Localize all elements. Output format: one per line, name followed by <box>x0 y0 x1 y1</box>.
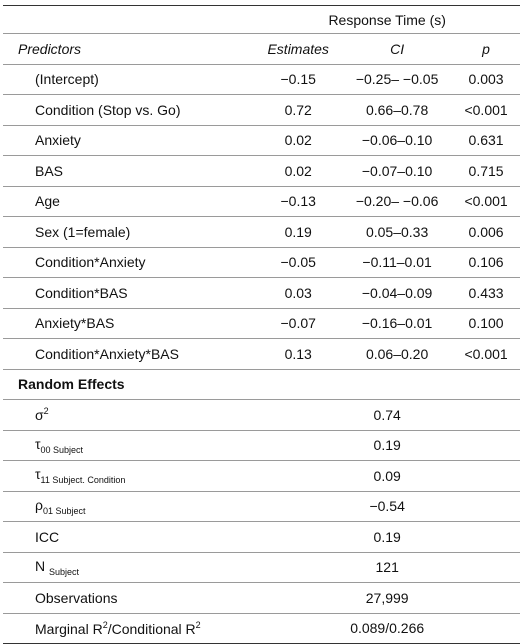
icc-value: 0.19 <box>254 521 520 553</box>
table-row: Condition (Stop vs. Go) 0.72 0.66–0.78 <… <box>3 94 520 126</box>
table-row: Condition*BAS 0.03 −0.04–0.09 0.433 <box>3 277 520 309</box>
icc-label: ICC <box>3 521 255 553</box>
table-row: BAS 0.02 −0.07–0.10 0.715 <box>3 155 520 187</box>
tau00-label: τ00 Subject <box>3 430 255 461</box>
ci-cell: −0.16–0.01 <box>342 308 453 339</box>
table-row: σ2 0.74 <box>3 399 520 431</box>
table-row: Condition*Anxiety*BAS 0.13 0.06–0.20 <0.… <box>3 338 520 370</box>
ci-cell: −0.07–0.10 <box>342 155 453 187</box>
tau11-label: τ11 Subject. Condition <box>3 460 255 492</box>
group-label: Response Time (s) <box>254 5 520 34</box>
table-row: (Intercept) −0.15 −0.25– −0.05 0.003 <box>3 64 520 95</box>
r2-label: Marginal R2/Conditional R2 <box>3 613 255 644</box>
estimate-cell: 0.72 <box>254 94 343 126</box>
table-row: ICC 0.19 <box>3 521 520 553</box>
p-cell: 0.631 <box>452 125 520 156</box>
ci-cell: −0.11–0.01 <box>342 247 453 278</box>
p-cell: 0.003 <box>452 64 520 95</box>
table-row: Observations 27,999 <box>3 582 520 614</box>
p-cell: 0.715 <box>452 155 520 187</box>
ci-cell: −0.20– −0.06 <box>342 186 453 217</box>
p-cell: 0.106 <box>452 247 520 278</box>
table-row: N Subject 121 <box>3 552 520 583</box>
estimate-cell: −0.07 <box>254 308 343 339</box>
table-row: τ00 Subject 0.19 <box>3 430 520 461</box>
col-p: p <box>452 33 520 65</box>
random-effects-header-row: Random Effects <box>3 369 520 400</box>
predictor-cell: BAS <box>3 155 255 187</box>
table-row: Sex (1=female) 0.19 0.05–0.33 0.006 <box>3 216 520 248</box>
tau11-value: 0.09 <box>254 460 520 492</box>
ci-cell: −0.25– −0.05 <box>342 64 453 95</box>
col-ci: CI <box>342 33 453 65</box>
table-row: ρ01 Subject −0.54 <box>3 491 520 522</box>
ci-cell: 0.05–0.33 <box>342 216 453 248</box>
table-row: τ11 Subject. Condition 0.09 <box>3 460 520 492</box>
predictor-cell: Anxiety*BAS <box>3 308 255 339</box>
p-cell: <0.001 <box>452 338 520 370</box>
n-label: N Subject <box>3 552 255 583</box>
estimate-cell: 0.02 <box>254 155 343 187</box>
estimate-cell: −0.05 <box>254 247 343 278</box>
predictor-cell: Age <box>3 186 255 217</box>
rho01-label: ρ01 Subject <box>3 491 255 522</box>
sigma2-label: σ2 <box>3 399 255 431</box>
table-row: Marginal R2/Conditional R2 0.089/0.266 <box>3 613 520 644</box>
predictor-cell: Condition (Stop vs. Go) <box>3 94 255 126</box>
regression-table: Response Time (s) Predictors Estimates C… <box>3 5 520 644</box>
r2-value: 0.089/0.266 <box>254 613 520 644</box>
tau00-value: 0.19 <box>254 430 520 461</box>
estimate-cell: −0.13 <box>254 186 343 217</box>
p-cell: 0.100 <box>452 308 520 339</box>
rho01-value: −0.54 <box>254 491 520 522</box>
col-estimates: Estimates <box>254 33 343 65</box>
ci-cell: 0.66–0.78 <box>342 94 453 126</box>
ci-cell: 0.06–0.20 <box>342 338 453 370</box>
ci-cell: −0.04–0.09 <box>342 277 453 309</box>
table-row: Anxiety*BAS −0.07 −0.16–0.01 0.100 <box>3 308 520 339</box>
table-row: Condition*Anxiety −0.05 −0.11–0.01 0.106 <box>3 247 520 278</box>
p-cell: <0.001 <box>452 186 520 217</box>
estimate-cell: 0.02 <box>254 125 343 156</box>
n-value: 121 <box>254 552 520 583</box>
p-cell: 0.006 <box>452 216 520 248</box>
col-predictors: Predictors <box>3 33 255 65</box>
sigma2-value: 0.74 <box>254 399 520 431</box>
random-effects-title: Random Effects <box>3 369 520 400</box>
table-row: Anxiety 0.02 −0.06–0.10 0.631 <box>3 125 520 156</box>
p-cell: <0.001 <box>452 94 520 126</box>
predictor-cell: Condition*Anxiety <box>3 247 255 278</box>
ci-cell: −0.06–0.10 <box>342 125 453 156</box>
predictor-cell: Anxiety <box>3 125 255 156</box>
group-header-row: Response Time (s) <box>3 5 520 34</box>
predictor-cell: (Intercept) <box>3 64 255 95</box>
column-header-row: Predictors Estimates CI p <box>3 33 520 65</box>
predictor-cell: Condition*Anxiety*BAS <box>3 338 255 370</box>
p-cell: 0.433 <box>452 277 520 309</box>
table-row: Age −0.13 −0.20– −0.06 <0.001 <box>3 186 520 217</box>
observations-value: 27,999 <box>254 582 520 614</box>
estimate-cell: 0.13 <box>254 338 343 370</box>
estimate-cell: 0.19 <box>254 216 343 248</box>
estimate-cell: −0.15 <box>254 64 343 95</box>
observations-label: Observations <box>3 582 255 614</box>
estimate-cell: 0.03 <box>254 277 343 309</box>
predictor-cell: Condition*BAS <box>3 277 255 309</box>
predictor-cell: Sex (1=female) <box>3 216 255 248</box>
